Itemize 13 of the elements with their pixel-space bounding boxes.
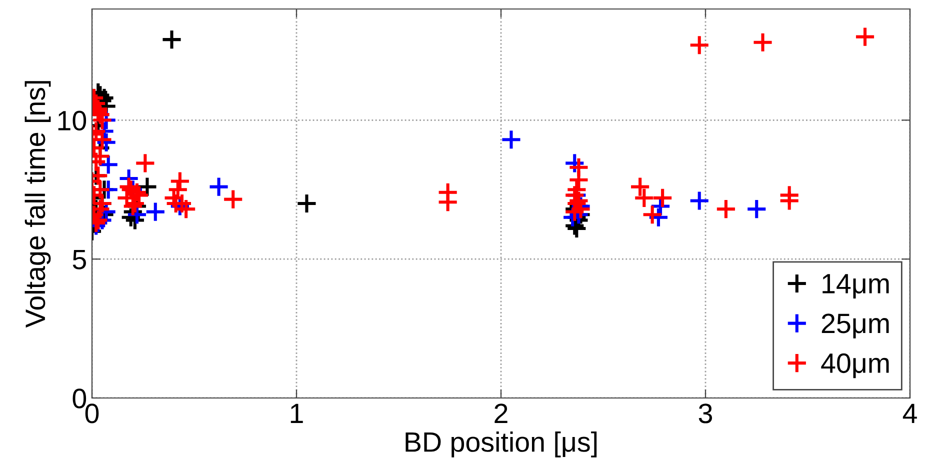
x-tick-label: 2 bbox=[494, 404, 508, 423]
legend-label: 14μm bbox=[822, 274, 889, 299]
y-axis-title: Voltage fall time [ns] bbox=[24, 81, 51, 328]
y-tick-label: 0 bbox=[72, 388, 86, 408]
y-tick-label: 5 bbox=[72, 250, 86, 270]
x-tick-label: 4 bbox=[902, 404, 917, 423]
x-tick-label: 1 bbox=[290, 404, 303, 423]
x-tick-label: 0 bbox=[85, 404, 99, 424]
x-tick-label: 3 bbox=[698, 404, 712, 424]
legend-label: 25μm bbox=[822, 314, 889, 338]
y-tick-label: 10 bbox=[58, 110, 86, 130]
x-axis-title: BD position [μs] bbox=[406, 432, 597, 458]
legend-label: 40μm bbox=[821, 353, 889, 378]
